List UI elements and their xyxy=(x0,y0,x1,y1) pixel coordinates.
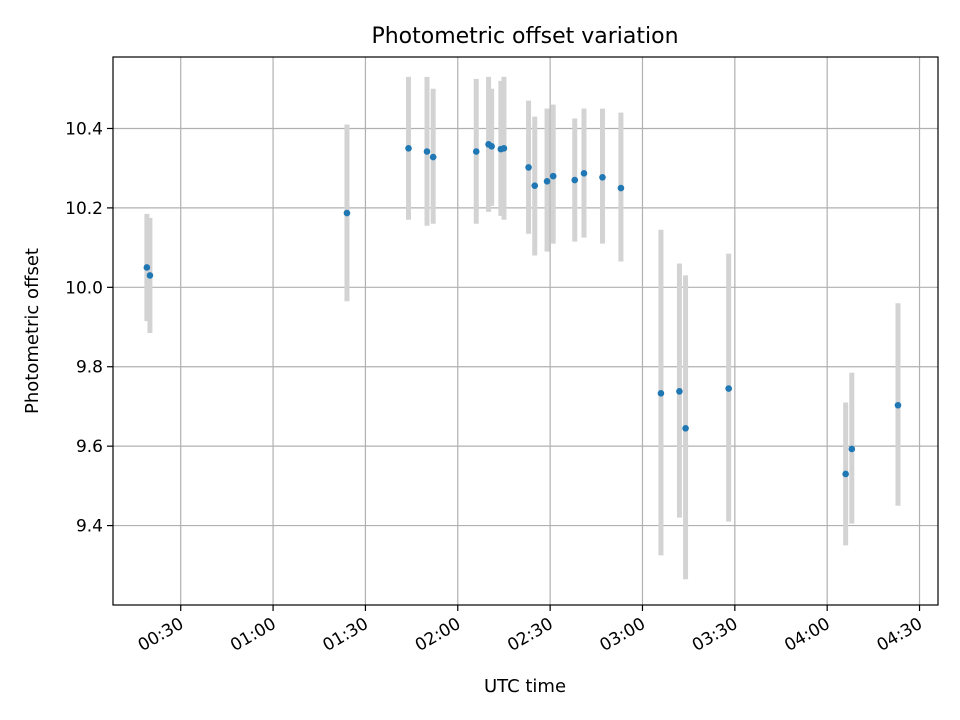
y-tick-label: 9.8 xyxy=(76,358,103,378)
data-points xyxy=(143,141,902,478)
data-point xyxy=(531,182,539,189)
data-point xyxy=(657,390,665,397)
x-axis-label: UTC time xyxy=(484,676,566,697)
data-point xyxy=(617,184,625,192)
y-tick-label: 10.2 xyxy=(65,199,103,219)
data-point xyxy=(423,148,431,155)
y-axis-label: Photometric offset xyxy=(22,248,43,414)
data-point xyxy=(146,272,154,279)
data-point xyxy=(525,164,532,171)
data-point xyxy=(580,170,588,177)
data-point xyxy=(405,145,412,152)
y-tick-label: 9.4 xyxy=(76,517,103,537)
data-point xyxy=(571,176,579,184)
y-tick-label: 10.0 xyxy=(65,278,103,298)
data-point xyxy=(488,143,495,150)
data-point xyxy=(676,388,683,395)
data-point xyxy=(472,148,480,155)
data-point xyxy=(599,174,606,181)
data-point xyxy=(143,264,151,271)
plot-frame xyxy=(112,56,939,606)
data-point xyxy=(842,470,849,478)
y-tick-label: 10.4 xyxy=(65,119,103,139)
data-point xyxy=(725,385,732,392)
data-point xyxy=(429,153,437,161)
data-point xyxy=(894,401,902,409)
data-point xyxy=(682,424,689,432)
data-point xyxy=(549,172,557,180)
grid-lines xyxy=(113,57,938,605)
data-point xyxy=(343,209,351,217)
y-tick-label: 9.6 xyxy=(76,437,103,457)
data-point xyxy=(543,177,551,185)
chart-title: Photometric offset variation xyxy=(371,24,678,49)
data-point xyxy=(500,145,508,152)
data-point xyxy=(848,445,856,453)
